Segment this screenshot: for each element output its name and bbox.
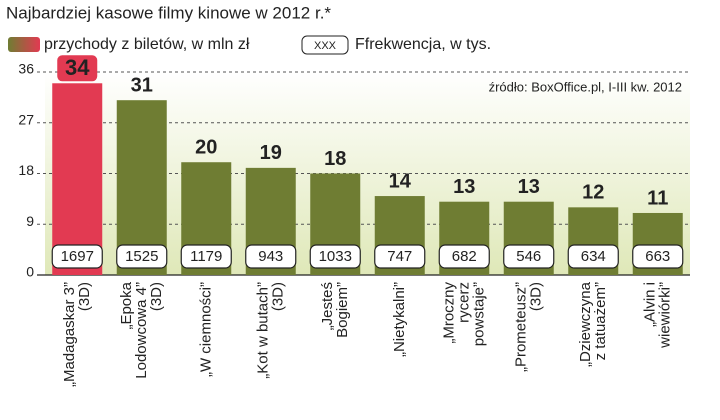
y-tick-label: 9 [26,213,34,229]
y-tick-label: 27 [18,111,34,127]
legend-sample: XXX [314,40,337,52]
attendance-box [309,244,361,269]
attendance-label: 1697 [61,248,94,265]
x-tick-label: „EpokaLodowcowa 4”(3D) [118,281,165,378]
value-label: 14 [389,170,412,192]
value-label: 19 [260,142,282,164]
attendance-box [116,244,168,269]
chart-title: Najbardziej kasowe filmy kinowe w 2012 r… [6,3,331,22]
attendance-box [503,244,555,269]
attendance-box [632,244,684,269]
value-label: 34 [65,55,90,80]
attendance-label: 943 [258,248,283,265]
x-tick-label: „Prometeusz”(3D) [512,282,544,372]
value-label: 31 [131,74,153,96]
y-tick-label: 36 [18,61,34,77]
attendance-box [567,244,619,269]
attendance-label: 747 [387,248,412,265]
attendance-label: 682 [452,248,477,265]
bar [52,83,103,276]
value-label: 18 [324,148,346,170]
attendance-label: 634 [581,248,606,265]
x-tick-label: „Mrocznyrycerzpowstaje” [440,282,487,347]
value-label: 12 [582,182,604,204]
legend-label: Ffrekwencja, w tys. [355,36,491,53]
legend-label: przychody z biletów, w mln zł [44,36,250,53]
value-label: 13 [518,176,540,198]
x-tick-label: „Nietykalni” [391,282,408,357]
attendance-label: 1033 [319,248,352,265]
source: źródło: BoxOffice.pl, I-III kw. 2012 [489,79,682,94]
y-tick-label: 0 [26,264,34,280]
x-tick-label: „Madagaskar 3”(3D) [61,282,93,387]
value-label: 20 [195,137,217,159]
value-label: 11 [647,187,668,209]
attendance-box [245,244,297,269]
attendance-box [51,244,103,269]
attendance-label: 1179 [190,248,222,265]
x-tick-label: „JesteśBogiem” [319,282,351,338]
x-tick-label: „Alvin iwiewiórki” [641,282,673,349]
legend-box [301,35,349,55]
attendance-label: 1525 [125,248,158,265]
x-tick-label: „W ciemności” [197,282,214,377]
attendance-box [180,244,232,269]
attendance-box [374,244,426,269]
value-label-box [57,55,98,82]
attendance-label: 663 [645,248,670,265]
value-label: 13 [453,176,475,198]
x-tick-label: „Kot w butach”(3D) [254,282,286,379]
x-tick-label: „Dziewczynaz tatuażem” [577,281,609,367]
attendance-box [438,244,490,269]
attendance-label: 546 [516,248,541,265]
legend-swatch [8,37,40,52]
y-tick-label: 18 [18,162,34,178]
